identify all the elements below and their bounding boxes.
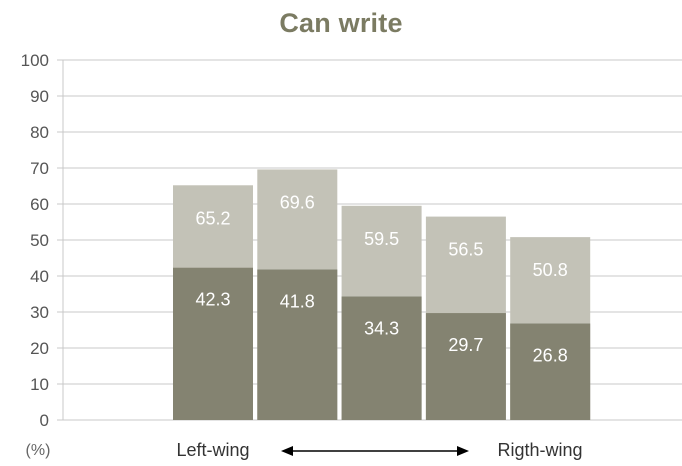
data-label-outer: 59.5 (364, 229, 399, 249)
bar-inner (425, 313, 506, 420)
y-tick-label: 10 (30, 375, 49, 394)
y-tick-label: 50 (30, 231, 49, 250)
x-axis-left-label: Left-wing (176, 440, 249, 460)
y-tick-label: 0 (40, 411, 49, 430)
data-label-inner: 26.8 (533, 346, 568, 366)
y-tick-label: 60 (30, 195, 49, 214)
y-tick-label: 20 (30, 339, 49, 358)
data-label-inner: 34.3 (364, 319, 399, 339)
bar-inner (341, 296, 422, 420)
data-label-outer: 69.6 (280, 192, 315, 212)
data-label-inner: 42.3 (195, 290, 230, 310)
y-tick-label: 70 (30, 159, 49, 178)
x-axis-right-label: Rigth-wing (497, 440, 582, 460)
data-label-outer: 50.8 (533, 260, 568, 280)
data-label-outer: 56.5 (448, 240, 483, 260)
bars (173, 169, 591, 420)
bar-inner (257, 269, 338, 420)
y-tick-label: 40 (30, 267, 49, 286)
y-axis-unit-label: (%) (26, 442, 51, 459)
y-axis-ticks: 0 10 20 30 40 50 60 70 80 90 100 (21, 51, 64, 430)
double-arrow-icon (281, 446, 469, 456)
y-tick-label: 100 (21, 51, 49, 70)
chart-title: Can write (279, 8, 403, 38)
bar-inner (510, 323, 591, 420)
data-labels: 65.2 42.3 69.6 41.8 59.5 34.3 56.5 29.7 50.8 26.8 (195, 192, 567, 365)
data-label-outer: 65.2 (195, 208, 230, 228)
y-tick-label: 90 (30, 87, 49, 106)
data-label-inner: 29.7 (448, 335, 483, 355)
data-label-inner: 41.8 (280, 292, 315, 312)
bar-inner (173, 267, 253, 420)
y-tick-label: 80 (30, 123, 49, 142)
y-tick-label: 30 (30, 303, 49, 322)
